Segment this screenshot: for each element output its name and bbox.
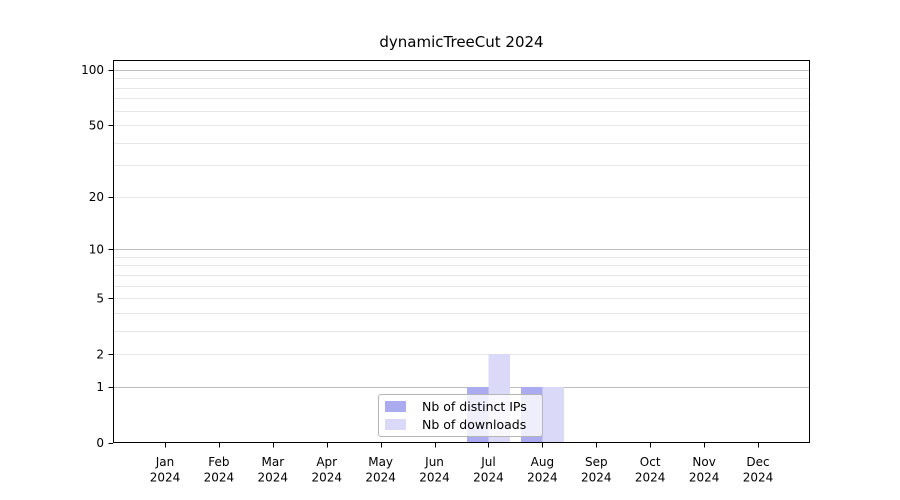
y-tick-label: 2 [96, 347, 104, 361]
x-tick-label-month: Aug [531, 455, 554, 469]
chart-title: dynamicTreeCut 2024 [379, 33, 544, 51]
x-tick-label-month: Dec [746, 455, 769, 469]
x-tick-label-month: Sep [585, 455, 608, 469]
x-tick-label-month: May [368, 455, 393, 469]
y-tick-label: 10 [89, 242, 104, 256]
y-tick-label: 100 [81, 63, 104, 77]
legend-swatch-downloads-icon [385, 419, 406, 430]
x-tick-label-month: Jan [155, 455, 175, 469]
x-tick-label-month: Oct [640, 455, 661, 469]
plot-border [113, 60, 810, 443]
x-tick-label-month: Nov [692, 455, 715, 469]
y-tick-label: 20 [89, 190, 104, 204]
legend-swatch-distinct-ips-icon [385, 401, 406, 412]
x-tick-label-month: Jul [480, 455, 495, 469]
x-tick-label-year: 2024 [527, 471, 558, 485]
y-tick-label: 50 [89, 118, 104, 132]
y-tick-label: 0 [96, 436, 104, 450]
x-tick-label-year: 2024 [689, 471, 720, 485]
legend-label-downloads: Nb of downloads [422, 417, 527, 432]
x-tick-label-month: Apr [316, 455, 337, 469]
x-tick-label-year: 2024 [365, 471, 396, 485]
x-tick-label-year: 2024 [311, 471, 342, 485]
legend-label-distinct-ips: Nb of distinct IPs [422, 399, 527, 414]
legend-item-downloads: Nb of downloads [385, 416, 542, 433]
x-tick-label-year: 2024 [150, 471, 181, 485]
x-tick-label-year: 2024 [635, 471, 666, 485]
legend-item-distinct-ips: Nb of distinct IPs [385, 398, 542, 415]
y-tick-label: 5 [96, 291, 104, 305]
x-tick-label-year: 2024 [743, 471, 774, 485]
x-tick-label-year: 2024 [419, 471, 450, 485]
x-tick-label-year: 2024 [581, 471, 612, 485]
y-tick-label: 1 [96, 380, 104, 394]
x-tick-label-month: Mar [261, 455, 284, 469]
x-tick-label-year: 2024 [473, 471, 504, 485]
legend: Nb of distinct IPs Nb of downloads [378, 394, 543, 437]
x-tick-label-year: 2024 [258, 471, 289, 485]
x-tick-label-month: Jun [424, 455, 444, 469]
x-tick-label-year: 2024 [204, 471, 235, 485]
x-tick-label-month: Feb [208, 455, 229, 469]
bar-nb-of-downloads-aug [542, 386, 564, 443]
